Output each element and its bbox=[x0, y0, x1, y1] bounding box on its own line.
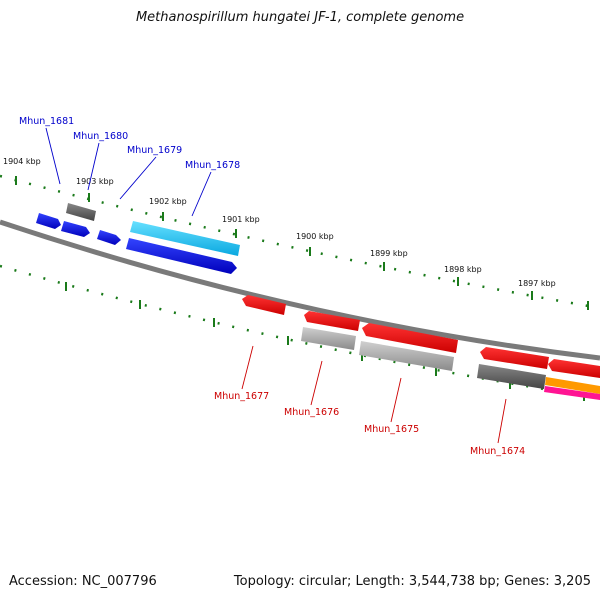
gene-label[interactable]: Mhun_1675 bbox=[364, 424, 419, 435]
gene-arrow[interactable] bbox=[242, 295, 286, 315]
gene-arrow[interactable] bbox=[126, 238, 237, 274]
gene-arrow[interactable] bbox=[544, 386, 600, 400]
gene-arrow[interactable] bbox=[36, 213, 61, 229]
map-title: Methanospirillum hungatei JF-1, complete… bbox=[135, 10, 465, 25]
gene-label[interactable]: Mhun_1678 bbox=[185, 160, 240, 171]
gene-arrow-pseudo[interactable] bbox=[301, 327, 356, 350]
kbp-label: 1899 kbp bbox=[370, 249, 408, 258]
genome-backbone bbox=[0, 219, 600, 361]
gene-arrow[interactable] bbox=[480, 347, 549, 369]
kbp-label: 1903 kbp bbox=[76, 177, 114, 186]
gene-label[interactable]: Mhun_1674 bbox=[470, 446, 525, 457]
label-leaders-top bbox=[45, 127, 212, 217]
gene-label[interactable]: Mhun_1681 bbox=[19, 116, 74, 127]
major-ticks bbox=[15, 176, 589, 310]
label-leaders-bottom bbox=[241, 345, 507, 444]
gene-label[interactable]: Mhun_1677 bbox=[214, 391, 269, 402]
kbp-label: 1904 kbp bbox=[3, 157, 41, 166]
kbp-label: 1901 kbp bbox=[222, 215, 260, 224]
accession-text: Accession: NC_007796 bbox=[9, 574, 157, 589]
gene-arrow-pseudo[interactable] bbox=[66, 203, 96, 221]
gene-arrow-pseudo[interactable] bbox=[359, 341, 454, 371]
gene-arrow[interactable] bbox=[130, 221, 240, 256]
gene-arrow-pseudo[interactable] bbox=[477, 364, 546, 389]
gene-arrow[interactable] bbox=[545, 377, 600, 394]
gene-label[interactable]: Mhun_1680 bbox=[73, 131, 128, 142]
kbp-label: 1902 kbp bbox=[149, 197, 187, 206]
gene-label[interactable]: Mhun_1676 bbox=[284, 407, 339, 418]
gene-arrow[interactable] bbox=[548, 359, 600, 378]
kbp-label: 1897 kbp bbox=[518, 279, 556, 288]
gene-arrow[interactable] bbox=[304, 311, 360, 331]
kbp-label: 1898 kbp bbox=[444, 265, 482, 274]
gene-arrow[interactable] bbox=[61, 221, 90, 237]
gene-arrow[interactable] bbox=[97, 230, 121, 245]
genome-summary: Topology: circular; Length: 3,544,738 bp… bbox=[233, 574, 591, 589]
gene-arrow[interactable] bbox=[362, 323, 458, 353]
kbp-label: 1900 kbp bbox=[296, 232, 334, 241]
gene-label[interactable]: Mhun_1679 bbox=[127, 145, 182, 156]
